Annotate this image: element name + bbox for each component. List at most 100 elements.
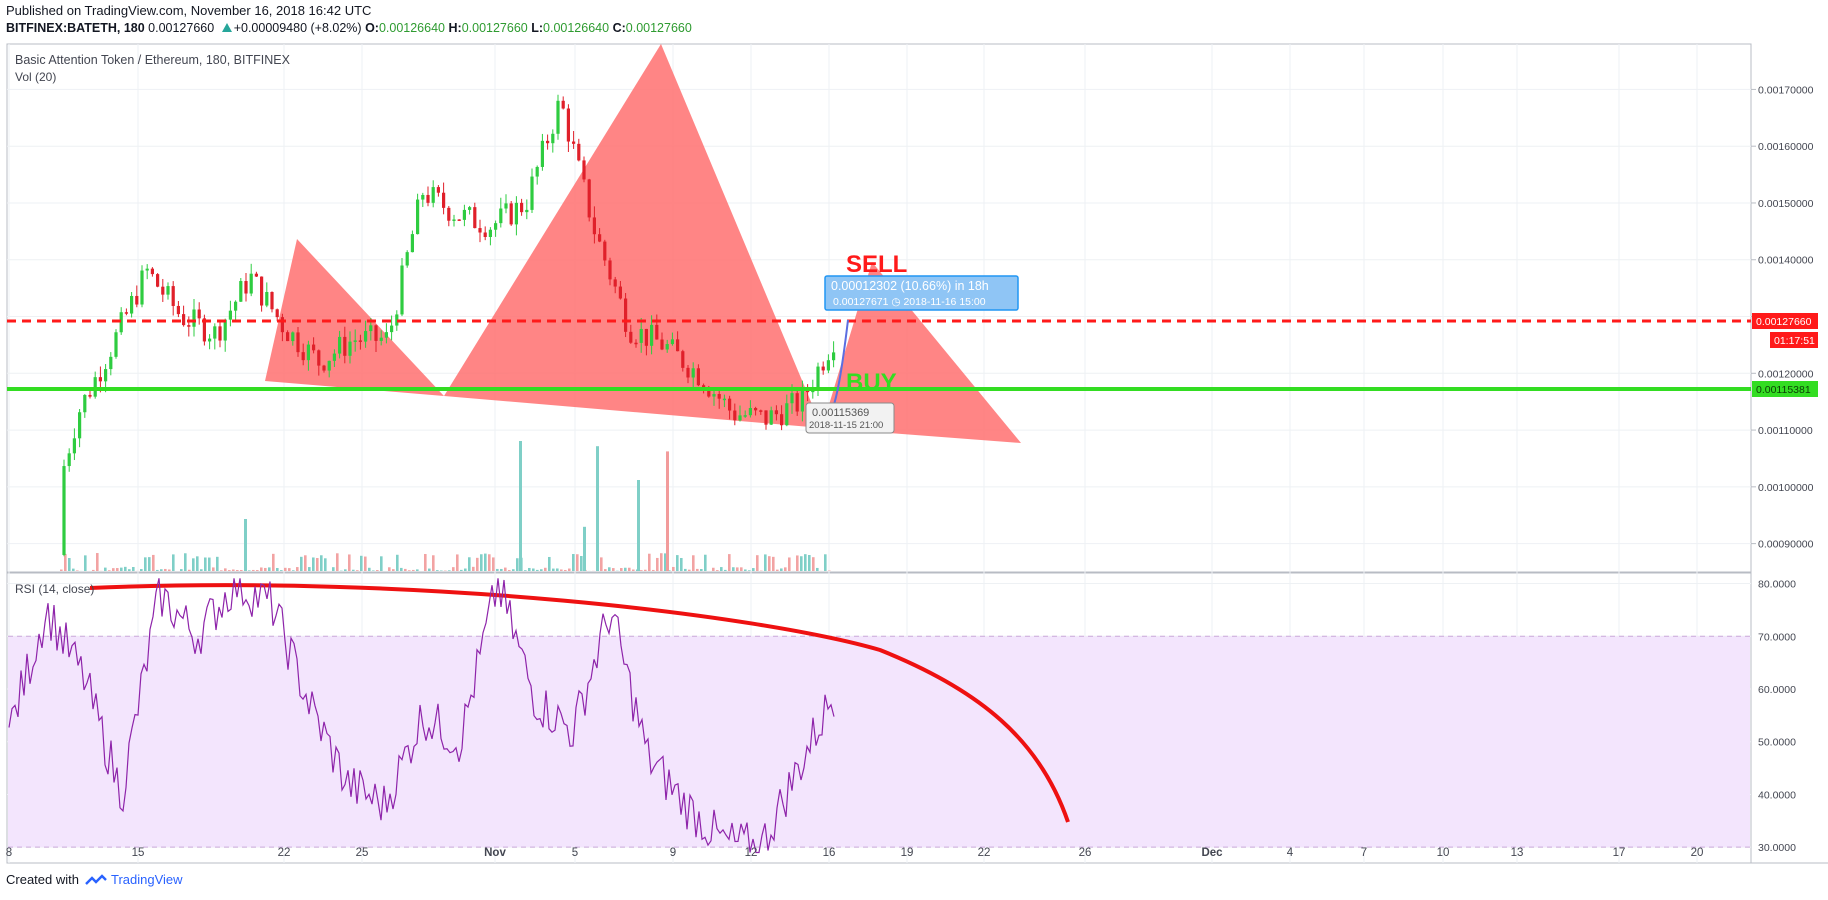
candle-body <box>322 365 326 371</box>
chart-svg[interactable]: SELL BUY 0.00012302 (10.66%) in 18h 0.00… <box>0 0 1828 870</box>
candle-body <box>572 141 576 144</box>
volume-bar <box>564 569 567 571</box>
candle-body <box>197 309 201 319</box>
volume-bar <box>392 569 395 571</box>
candle-body <box>270 291 274 310</box>
volume-bar <box>296 567 299 571</box>
volume-bar <box>644 569 647 571</box>
published-line: Published on TradingView.com, November 1… <box>6 3 372 18</box>
volume-bar <box>208 557 211 571</box>
volume-bar <box>92 569 95 571</box>
volume-bar <box>320 555 323 571</box>
volume-bar <box>188 569 191 571</box>
volume-bar <box>552 568 555 571</box>
volume-bar <box>488 554 491 571</box>
candle-body <box>494 223 498 230</box>
volume-bar <box>148 557 151 571</box>
x-tick-label: 13 <box>1511 847 1524 859</box>
volume-bar <box>116 568 119 571</box>
volume-peak-bar <box>666 451 669 571</box>
volume-bar <box>360 555 363 571</box>
volume-bar <box>504 567 507 571</box>
volume-bar <box>500 568 503 571</box>
candle-body <box>696 368 700 386</box>
volume-bar <box>236 570 239 571</box>
candle-body <box>145 268 149 271</box>
volume-bar <box>72 568 75 571</box>
volume-bar <box>112 568 115 571</box>
volume-bar <box>772 556 775 571</box>
price-tag-buy-text: 0.00115381 <box>1756 384 1811 396</box>
volume-bar <box>724 569 727 571</box>
volume-bar <box>288 568 291 571</box>
volume-bar <box>532 568 535 571</box>
volume-bar <box>412 569 415 571</box>
candle-body <box>452 219 456 221</box>
rsi-tick-label: 40.0000 <box>1758 789 1796 801</box>
volume-bar <box>704 554 707 571</box>
volume-bar <box>128 569 131 571</box>
volume-bar <box>368 567 371 571</box>
volume-bar <box>776 569 779 571</box>
candle-body <box>426 194 430 203</box>
volume-bar <box>68 557 71 571</box>
volume-bar <box>684 568 687 571</box>
volume-bar <box>416 569 419 571</box>
price-change: +0.00009480 (+8.02%) <box>233 21 362 35</box>
candle-body <box>114 332 118 357</box>
tradingview-link[interactable]: TradingView <box>85 872 183 887</box>
candle-body <box>171 286 175 306</box>
x-tick-label: 16 <box>823 847 836 859</box>
volume-bar <box>544 567 547 571</box>
x-tick-label: 22 <box>978 847 991 859</box>
candle-body <box>317 350 321 366</box>
volume-bar <box>344 569 347 571</box>
candle-body <box>410 234 414 253</box>
candle-body <box>260 276 264 306</box>
candle-body <box>738 415 742 421</box>
volume-bar <box>144 557 147 571</box>
volume-bar <box>604 569 607 571</box>
candle-body <box>72 438 76 454</box>
volume-bar <box>668 570 671 571</box>
candle-body <box>332 353 336 361</box>
volume-bar <box>224 568 227 571</box>
candle-body <box>124 312 128 314</box>
candle-body <box>650 324 654 346</box>
low-label: L: <box>531 21 544 35</box>
countdown-tag: 01:17:51 <box>1770 332 1818 348</box>
volume-bar <box>280 570 283 571</box>
candle-body <box>364 331 368 342</box>
volume-bar <box>756 555 759 571</box>
volume-bar <box>700 569 703 571</box>
x-tick-label: 5 <box>572 847 578 859</box>
price-tag-buy: 0.00115381 <box>1752 381 1818 397</box>
footer: Created with TradingView <box>6 872 183 887</box>
candle-body <box>405 252 409 266</box>
volume-bar <box>464 568 467 571</box>
candle-body <box>566 108 570 142</box>
x-tick-label: 12 <box>745 847 758 859</box>
symbol-line: BITFINEX:BATETH, 180 0.00127660 +0.00009… <box>6 21 692 35</box>
volume-bar <box>312 557 315 571</box>
candle-body <box>280 317 284 333</box>
volume-bar <box>712 567 715 571</box>
candle-body <box>431 187 435 203</box>
candle-body <box>556 100 560 134</box>
volume-bar <box>752 568 755 571</box>
open-value: 0.00126640 <box>378 21 445 35</box>
sell-label: SELL <box>846 251 907 278</box>
volume-bar <box>332 567 335 571</box>
low-tooltip[interactable]: 0.00115369 2018-11-15 21:00 <box>805 402 895 434</box>
volume-bar <box>436 570 439 571</box>
volume-bar <box>812 557 815 571</box>
open-label: O: <box>365 21 379 35</box>
candle-body <box>665 344 669 350</box>
measure-tooltip[interactable]: 0.00012302 (10.66%) in 18h 0.00127671 ◷ … <box>824 275 1019 311</box>
volume-bar <box>784 567 787 571</box>
volume-bar <box>376 570 379 571</box>
candle-body <box>598 234 602 242</box>
candle-body <box>369 325 373 332</box>
volume-bar <box>676 555 679 571</box>
price-tag-sell: 0.00127660 <box>1752 313 1818 329</box>
